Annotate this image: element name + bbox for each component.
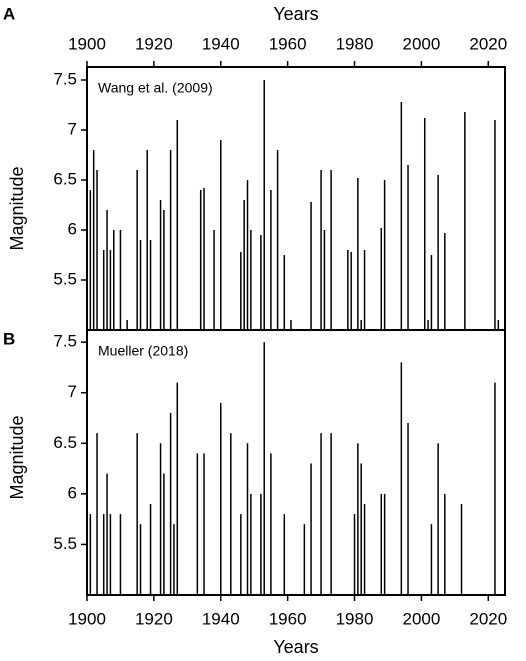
x-tick-label: 2000 <box>402 34 440 53</box>
y-tick-label: 7 <box>68 382 77 401</box>
y-tick-label: 7.5 <box>53 69 77 88</box>
y-tick-label: 7.5 <box>53 332 77 351</box>
annotation: Mueller (2018) <box>98 343 188 359</box>
x-tick-label: 1940 <box>202 609 240 628</box>
x-tick-label: 2020 <box>469 34 507 53</box>
plot-frame <box>86 329 506 596</box>
x-tick-label: 2000 <box>402 609 440 628</box>
panel-label: A <box>3 4 15 23</box>
x-tick-label: 1940 <box>202 34 240 53</box>
x-tick-label: 1980 <box>336 609 374 628</box>
y-tick-label: 5.5 <box>53 269 77 288</box>
x-tick-label: 1960 <box>269 34 307 53</box>
y-axis-title: Magnitude <box>7 415 27 499</box>
y-tick-label: 7 <box>68 119 77 138</box>
panel-label: B <box>3 329 15 348</box>
x-axis-title: Years <box>273 4 318 24</box>
x-tick-label: 1920 <box>135 34 173 53</box>
x-tick-label: 1900 <box>68 34 106 53</box>
y-tick-label: 6.5 <box>53 169 77 188</box>
x-axis-title: Years <box>273 637 318 657</box>
x-tick-label: 1920 <box>135 609 173 628</box>
y-tick-label: 6 <box>68 219 77 238</box>
plot-frame <box>86 66 506 331</box>
y-tick-label: 6 <box>68 483 77 502</box>
x-tick-label: 2020 <box>469 609 507 628</box>
x-tick-label: 1980 <box>336 34 374 53</box>
x-tick-label: 1960 <box>269 609 307 628</box>
x-tick-label: 1900 <box>68 609 106 628</box>
y-tick-label: 6.5 <box>53 433 77 452</box>
y-tick-label: 5.5 <box>53 534 77 553</box>
annotation: Wang et al. (2009) <box>98 80 213 96</box>
y-axis-title: Magnitude <box>7 166 27 250</box>
